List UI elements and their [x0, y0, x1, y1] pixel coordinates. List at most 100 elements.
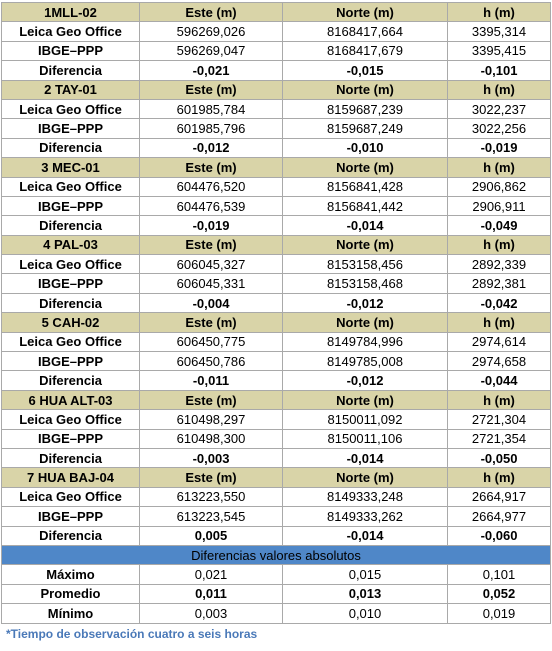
row-label: Leica Geo Office — [1, 331, 140, 353]
value-cell: 613223,545 — [139, 506, 283, 527]
value-cell: 610498,297 — [139, 409, 283, 430]
row-label: IBGE–PPP — [1, 273, 140, 294]
value-cell: 8168417,679 — [282, 40, 448, 62]
value-cell: -0,021 — [139, 60, 283, 81]
summary-label: Máximo — [1, 564, 140, 585]
diff-row: Diferencia -0,019 -0,014 -0,049 — [1, 215, 551, 236]
value-cell: -0,012 — [282, 370, 448, 391]
row-label: Leica Geo Office — [1, 409, 140, 430]
station-header-row: 5 CAH-02 Este (m) Norte (m) h (m) — [1, 312, 551, 333]
value-cell: -0,014 — [282, 215, 448, 236]
station-name: 7 HUA BAJ-04 — [1, 467, 140, 488]
row-label: Diferencia — [1, 292, 140, 314]
value-cell: 2892,381 — [447, 273, 551, 294]
station-header-row: 6 HUA ALT-03 Este (m) Norte (m) h (m) — [1, 389, 551, 411]
column-header: Norte (m) — [282, 79, 448, 100]
value-cell: 8150011,106 — [282, 428, 448, 449]
row-label: Diferencia — [1, 370, 140, 391]
value-cell: -0,015 — [282, 60, 448, 81]
ibge-row: IBGE–PPP 610498,300 8150011,106 2721,354 — [1, 428, 551, 449]
column-header: h (m) — [447, 157, 551, 178]
column-header: Este (m) — [139, 312, 283, 333]
summary-title: Diferencias valores absolutos — [1, 544, 551, 566]
value-cell: 8149333,262 — [282, 506, 448, 527]
value-cell: 8149784,996 — [282, 331, 448, 353]
row-label: Diferencia — [1, 525, 140, 546]
summary-label: Promedio — [1, 583, 140, 605]
summary-value: 0,011 — [139, 583, 283, 605]
value-cell: -0,050 — [447, 447, 551, 469]
station-name: 5 CAH-02 — [1, 312, 140, 333]
value-cell: -0,014 — [282, 525, 448, 546]
station-name: 4 PAL-03 — [1, 234, 140, 256]
column-header: Este (m) — [139, 234, 283, 256]
column-header: Este (m) — [139, 467, 283, 488]
value-cell: -0,011 — [139, 370, 283, 391]
value-cell: -0,003 — [139, 447, 283, 469]
summary-value: 0,003 — [139, 603, 283, 624]
summary-row: Mínimo 0,003 0,010 0,019 — [1, 603, 551, 624]
row-label: IBGE–PPP — [1, 506, 140, 527]
value-cell: 2721,304 — [447, 409, 551, 430]
value-cell: -0,044 — [447, 370, 551, 391]
row-label: IBGE–PPP — [1, 428, 140, 449]
value-cell: 2906,862 — [447, 176, 551, 197]
summary-value: 0,101 — [447, 564, 551, 585]
station-header-row: 2 TAY-01 Este (m) Norte (m) h (m) — [1, 79, 551, 100]
row-label: Leica Geo Office — [1, 21, 140, 42]
value-cell: 604476,520 — [139, 176, 283, 197]
diff-row: Diferencia -0,021 -0,015 -0,101 — [1, 60, 551, 81]
column-header: Norte (m) — [282, 467, 448, 488]
value-cell: 8159687,239 — [282, 98, 448, 120]
column-header: Este (m) — [139, 79, 283, 100]
row-label: Leica Geo Office — [1, 486, 140, 508]
value-cell: 601985,796 — [139, 118, 283, 139]
value-cell: 8159687,249 — [282, 118, 448, 139]
station-name: 2 TAY-01 — [1, 79, 140, 100]
row-label: IBGE–PPP — [1, 195, 140, 217]
column-header: Norte (m) — [282, 1, 448, 23]
diff-row: Diferencia -0,012 -0,010 -0,019 — [1, 137, 551, 159]
value-cell: -0,042 — [447, 292, 551, 314]
value-cell: 2664,917 — [447, 486, 551, 508]
summary-row: Máximo 0,021 0,015 0,101 — [1, 564, 551, 585]
diff-row: Diferencia -0,003 -0,014 -0,050 — [1, 447, 551, 469]
row-label: Diferencia — [1, 447, 140, 469]
leica-row: Leica Geo Office 606450,775 8149784,996 297… — [1, 331, 551, 353]
leica-row: Leica Geo Office 610498,297 8150011,092 272… — [1, 409, 551, 430]
row-label: Leica Geo Office — [1, 176, 140, 197]
value-cell: 2721,354 — [447, 428, 551, 449]
leica-row: Leica Geo Office 604476,520 8156841,428 290… — [1, 176, 551, 197]
column-header: h (m) — [447, 389, 551, 411]
column-header: h (m) — [447, 312, 551, 333]
station-header-row: 1MLL-02 Este (m) Norte (m) h (m) — [1, 1, 551, 23]
leica-row: Leica Geo Office 613223,550 8149333,248 266… — [1, 486, 551, 508]
column-header: h (m) — [447, 1, 551, 23]
station-header-row: 7 HUA BAJ-04 Este (m) Norte (m) h (m) — [1, 467, 551, 488]
column-header: Norte (m) — [282, 157, 448, 178]
column-header: Norte (m) — [282, 234, 448, 256]
value-cell: 8156841,428 — [282, 176, 448, 197]
row-label: IBGE–PPP — [1, 351, 140, 372]
row-label: IBGE–PPP — [1, 40, 140, 62]
value-cell: 610498,300 — [139, 428, 283, 449]
value-cell: 2906,911 — [447, 195, 551, 217]
value-cell: 8150011,092 — [282, 409, 448, 430]
footnote: *Tiempo de observación cuatro a seis hor… — [6, 627, 258, 641]
ibge-row: IBGE–PPP 604476,539 8156841,442 2906,911 — [1, 195, 551, 217]
ibge-row: IBGE–PPP 606045,331 8153158,468 2892,381 — [1, 273, 551, 294]
value-cell: 8168417,664 — [282, 21, 448, 42]
value-cell: -0,060 — [447, 525, 551, 546]
value-cell: 8149333,248 — [282, 486, 448, 508]
value-cell: -0,101 — [447, 60, 551, 81]
summary-row: Promedio 0,011 0,013 0,052 — [1, 583, 551, 605]
value-cell: 8153158,456 — [282, 254, 448, 275]
leica-row: Leica Geo Office 606045,327 8153158,456 289… — [1, 254, 551, 275]
value-cell: 3022,237 — [447, 98, 551, 120]
station-header-row: 4 PAL-03 Este (m) Norte (m) h (m) — [1, 234, 551, 256]
station-header-row: 3 MEC-01 Este (m) Norte (m) h (m) — [1, 157, 551, 178]
value-cell: 606045,327 — [139, 254, 283, 275]
leica-row: Leica Geo Office 601985,784 8159687,239 302… — [1, 98, 551, 120]
row-label: IBGE–PPP — [1, 118, 140, 139]
value-cell: 0,005 — [139, 525, 283, 546]
